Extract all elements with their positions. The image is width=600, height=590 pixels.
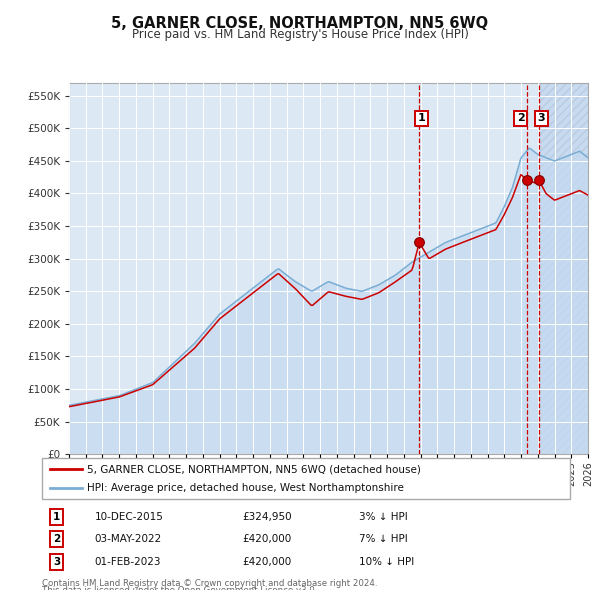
Text: 3% ↓ HPI: 3% ↓ HPI [359,512,407,522]
Text: 1: 1 [53,512,61,522]
Text: 5, GARNER CLOSE, NORTHAMPTON, NN5 6WQ (detached house): 5, GARNER CLOSE, NORTHAMPTON, NN5 6WQ (d… [87,464,421,474]
Text: 3: 3 [538,113,545,123]
Text: 3: 3 [53,557,61,567]
Text: 5, GARNER CLOSE, NORTHAMPTON, NN5 6WQ: 5, GARNER CLOSE, NORTHAMPTON, NN5 6WQ [112,16,488,31]
Text: £420,000: £420,000 [242,557,292,567]
Text: This data is licensed under the Open Government Licence v3.0.: This data is licensed under the Open Gov… [42,586,317,590]
Text: 2: 2 [53,535,61,544]
Text: 10% ↓ HPI: 10% ↓ HPI [359,557,414,567]
Text: HPI: Average price, detached house, West Northamptonshire: HPI: Average price, detached house, West… [87,483,404,493]
Text: 1: 1 [418,113,425,123]
Text: 01-FEB-2023: 01-FEB-2023 [95,557,161,567]
Text: Price paid vs. HM Land Registry's House Price Index (HPI): Price paid vs. HM Land Registry's House … [131,28,469,41]
Text: 2: 2 [517,113,524,123]
Text: 10-DEC-2015: 10-DEC-2015 [95,512,164,522]
Text: 03-MAY-2022: 03-MAY-2022 [95,535,162,544]
Text: Contains HM Land Registry data © Crown copyright and database right 2024.: Contains HM Land Registry data © Crown c… [42,579,377,588]
Text: 7% ↓ HPI: 7% ↓ HPI [359,535,407,544]
Text: £324,950: £324,950 [242,512,292,522]
Text: £420,000: £420,000 [242,535,292,544]
